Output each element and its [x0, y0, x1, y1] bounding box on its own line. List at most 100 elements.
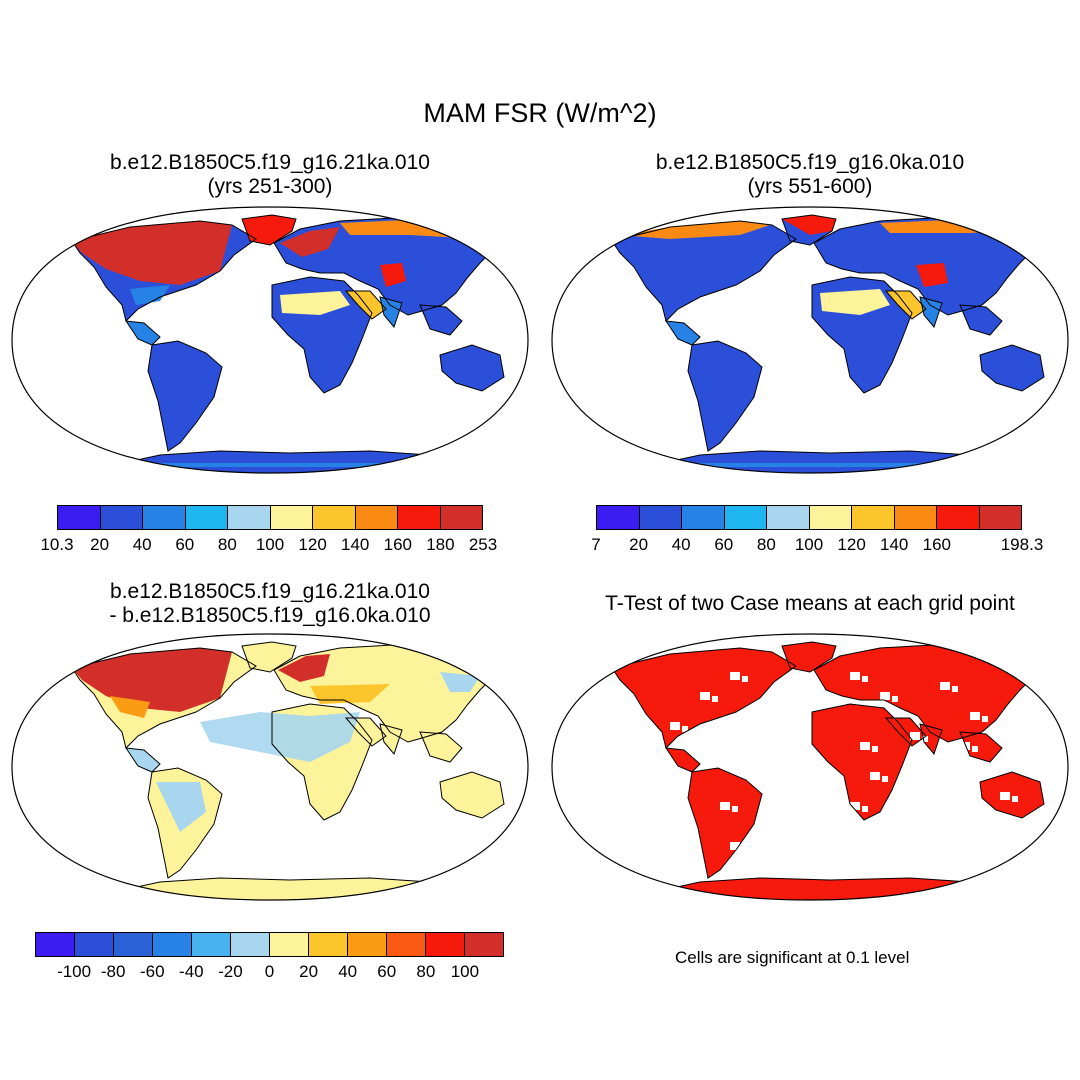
colorbar-swatch — [937, 506, 980, 529]
colorbar-tick-label: 40 — [338, 962, 358, 981]
land-seasia — [960, 732, 1002, 762]
map-difference — [11, 633, 529, 901]
colorbar-21ka — [57, 505, 483, 530]
coastline — [781, 214, 837, 246]
colorbar-swatch — [767, 506, 810, 529]
colorbar-swatch — [58, 506, 101, 529]
colorbar-tick-label: 180 — [426, 535, 455, 554]
coastline — [241, 641, 297, 673]
panel-title-top-right-line1: b.e12.B1850C5.f19_g16.0ka.010 — [655, 151, 965, 174]
land-australia — [980, 345, 1044, 391]
panel-title-top-left-line1: b.e12.B1850C5.f19_g16.21ka.010 — [110, 151, 430, 174]
panel-title-top-right-line2: (yrs 551-600) — [747, 175, 873, 198]
colorbar-swatch — [724, 506, 767, 529]
land-seasia — [420, 732, 462, 762]
coastline — [379, 296, 403, 329]
significance-note: Cells are significant at 0.1 level — [675, 948, 910, 967]
colorbar-swatch — [75, 933, 114, 956]
coastline — [439, 771, 505, 819]
colorbar-0ka-labels: 7 20 40 60 80 100 120 140 160 198.3 — [591, 535, 1043, 557]
colorbar-swatch — [426, 933, 465, 956]
land-camerica — [126, 321, 160, 345]
figure-title: MAM FSR (W/m^2) — [423, 98, 657, 128]
coastline — [653, 877, 1021, 900]
map-ttest — [551, 633, 1069, 901]
colorbar-swatch — [398, 506, 441, 529]
land-layer — [612, 215, 1050, 473]
colorbar-tick-label: 140 — [341, 535, 370, 554]
colorbar-tick-label: 40 — [132, 535, 152, 554]
colorbar-swatch — [114, 933, 153, 956]
colorbar-swatch — [597, 506, 640, 529]
coastline — [919, 296, 943, 329]
colorbar-tick-label: 10.3 — [40, 535, 74, 554]
panel-title-top-left: b.e12.B1850C5.f19_g16.21ka.010 (yrs 251-… — [40, 151, 500, 199]
land-africa — [812, 704, 912, 820]
coastline — [959, 731, 1003, 763]
coastline — [687, 340, 763, 452]
land-samerica — [148, 341, 222, 451]
colorbar-tick-label: 0 — [264, 962, 275, 981]
coastline — [979, 344, 1045, 392]
land-australia — [440, 772, 504, 818]
coastline — [124, 747, 161, 773]
colorbar-tick-label: 80 — [217, 535, 237, 554]
coastline — [439, 344, 505, 392]
colorbar-swatch — [309, 933, 348, 956]
land-eurasia — [274, 644, 510, 742]
colorbar-swatch — [809, 506, 852, 529]
colorbar-swatch — [465, 933, 503, 956]
coastline — [419, 304, 463, 336]
coastline — [664, 320, 701, 346]
colorbar-swatch — [639, 506, 682, 529]
colorbar-tick-label: -40 — [179, 962, 204, 981]
colorbar-swatch — [270, 933, 309, 956]
land-namerica — [612, 221, 796, 321]
colorbar-swatch — [852, 506, 895, 529]
coastline — [113, 450, 481, 473]
coastline — [959, 304, 1003, 336]
panel-title-bottom-left: b.e12.B1850C5.f19_g16.21ka.010 - b.e12.B… — [40, 580, 500, 628]
land-seasia — [960, 305, 1002, 335]
coastline — [271, 276, 373, 394]
map-border — [551, 206, 1069, 474]
colorbar-tick-label: 60 — [175, 535, 195, 554]
coastlines — [71, 214, 511, 473]
colorbar-tick-label: -100 — [57, 962, 92, 981]
panel-title-top-right: b.e12.B1850C5.f19_g16.0ka.010 (yrs 551-6… — [580, 151, 1040, 199]
colorbar-swatch — [36, 933, 75, 956]
coastline — [241, 214, 297, 246]
coastline — [687, 767, 763, 879]
coastline — [664, 747, 701, 773]
colorbar-tick-label: 100 — [794, 535, 824, 554]
coastlines — [611, 214, 1051, 473]
coastlines — [611, 641, 1051, 900]
coastline — [653, 450, 1021, 473]
coastline — [147, 340, 223, 452]
land-samerica — [688, 768, 762, 878]
colorbar-swatch — [355, 506, 398, 529]
colorbar-0ka — [596, 505, 1022, 530]
colorbar-tick-label: 140 — [880, 535, 909, 554]
colorbar-swatch — [682, 506, 725, 529]
colorbar-tick-label: -80 — [100, 962, 126, 981]
coastline — [884, 290, 927, 320]
coastline — [419, 731, 463, 763]
colorbar-swatch — [387, 933, 426, 956]
map-border — [551, 633, 1069, 901]
land-seasia — [420, 305, 462, 335]
coastline — [379, 723, 403, 756]
panel-title-bottom-left-line2: - b.e12.B1850C5.f19_g16.0ka.010 — [109, 604, 431, 627]
coastline — [919, 723, 943, 756]
land-greenland — [782, 642, 836, 672]
coastline — [611, 647, 797, 749]
colorbar-tick-label: 160 — [383, 535, 412, 554]
coastline — [344, 717, 387, 747]
colorbar-swatch — [270, 506, 313, 529]
land-camerica — [666, 321, 700, 345]
land-camerica — [666, 748, 700, 772]
colorbar-difference-labels: -100 -80 -60 -40 -20 0 20 40 60 80 100 — [35, 962, 504, 984]
land-layer — [612, 642, 1050, 900]
panel-title-bottom-right: T-Test of two Case means at each grid po… — [605, 592, 1015, 615]
colorbar-tick-label: 120 — [298, 535, 327, 554]
